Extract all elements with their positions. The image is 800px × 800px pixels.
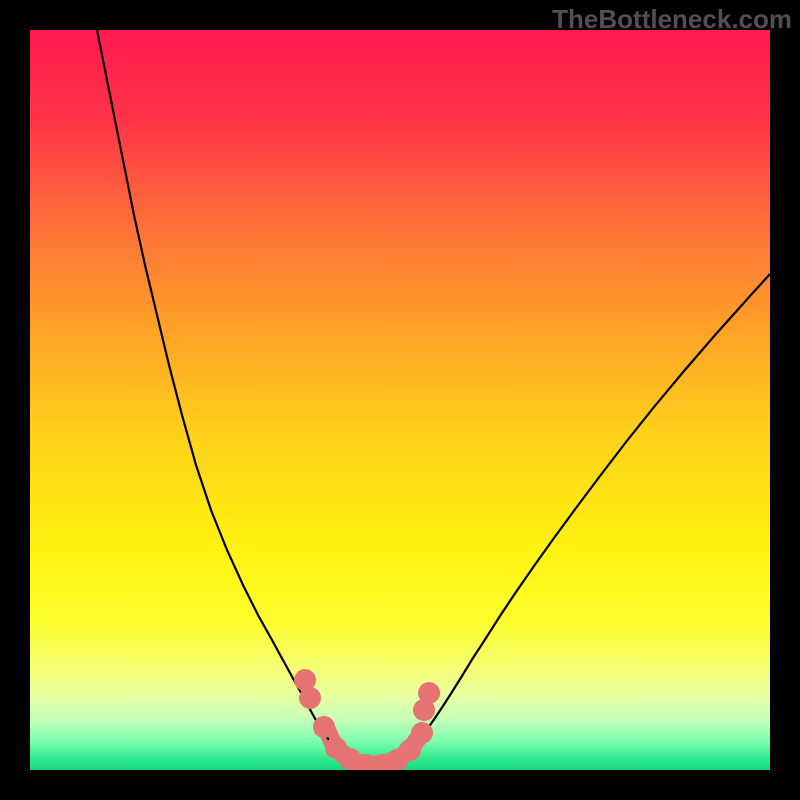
watermark-text: TheBottleneck.com: [552, 4, 792, 35]
plot-svg: [0, 0, 800, 800]
data-marker: [299, 687, 321, 709]
data-marker: [418, 682, 440, 704]
chart-frame: TheBottleneck.com: [0, 0, 800, 800]
data-marker: [411, 722, 433, 744]
data-marker: [313, 716, 335, 738]
